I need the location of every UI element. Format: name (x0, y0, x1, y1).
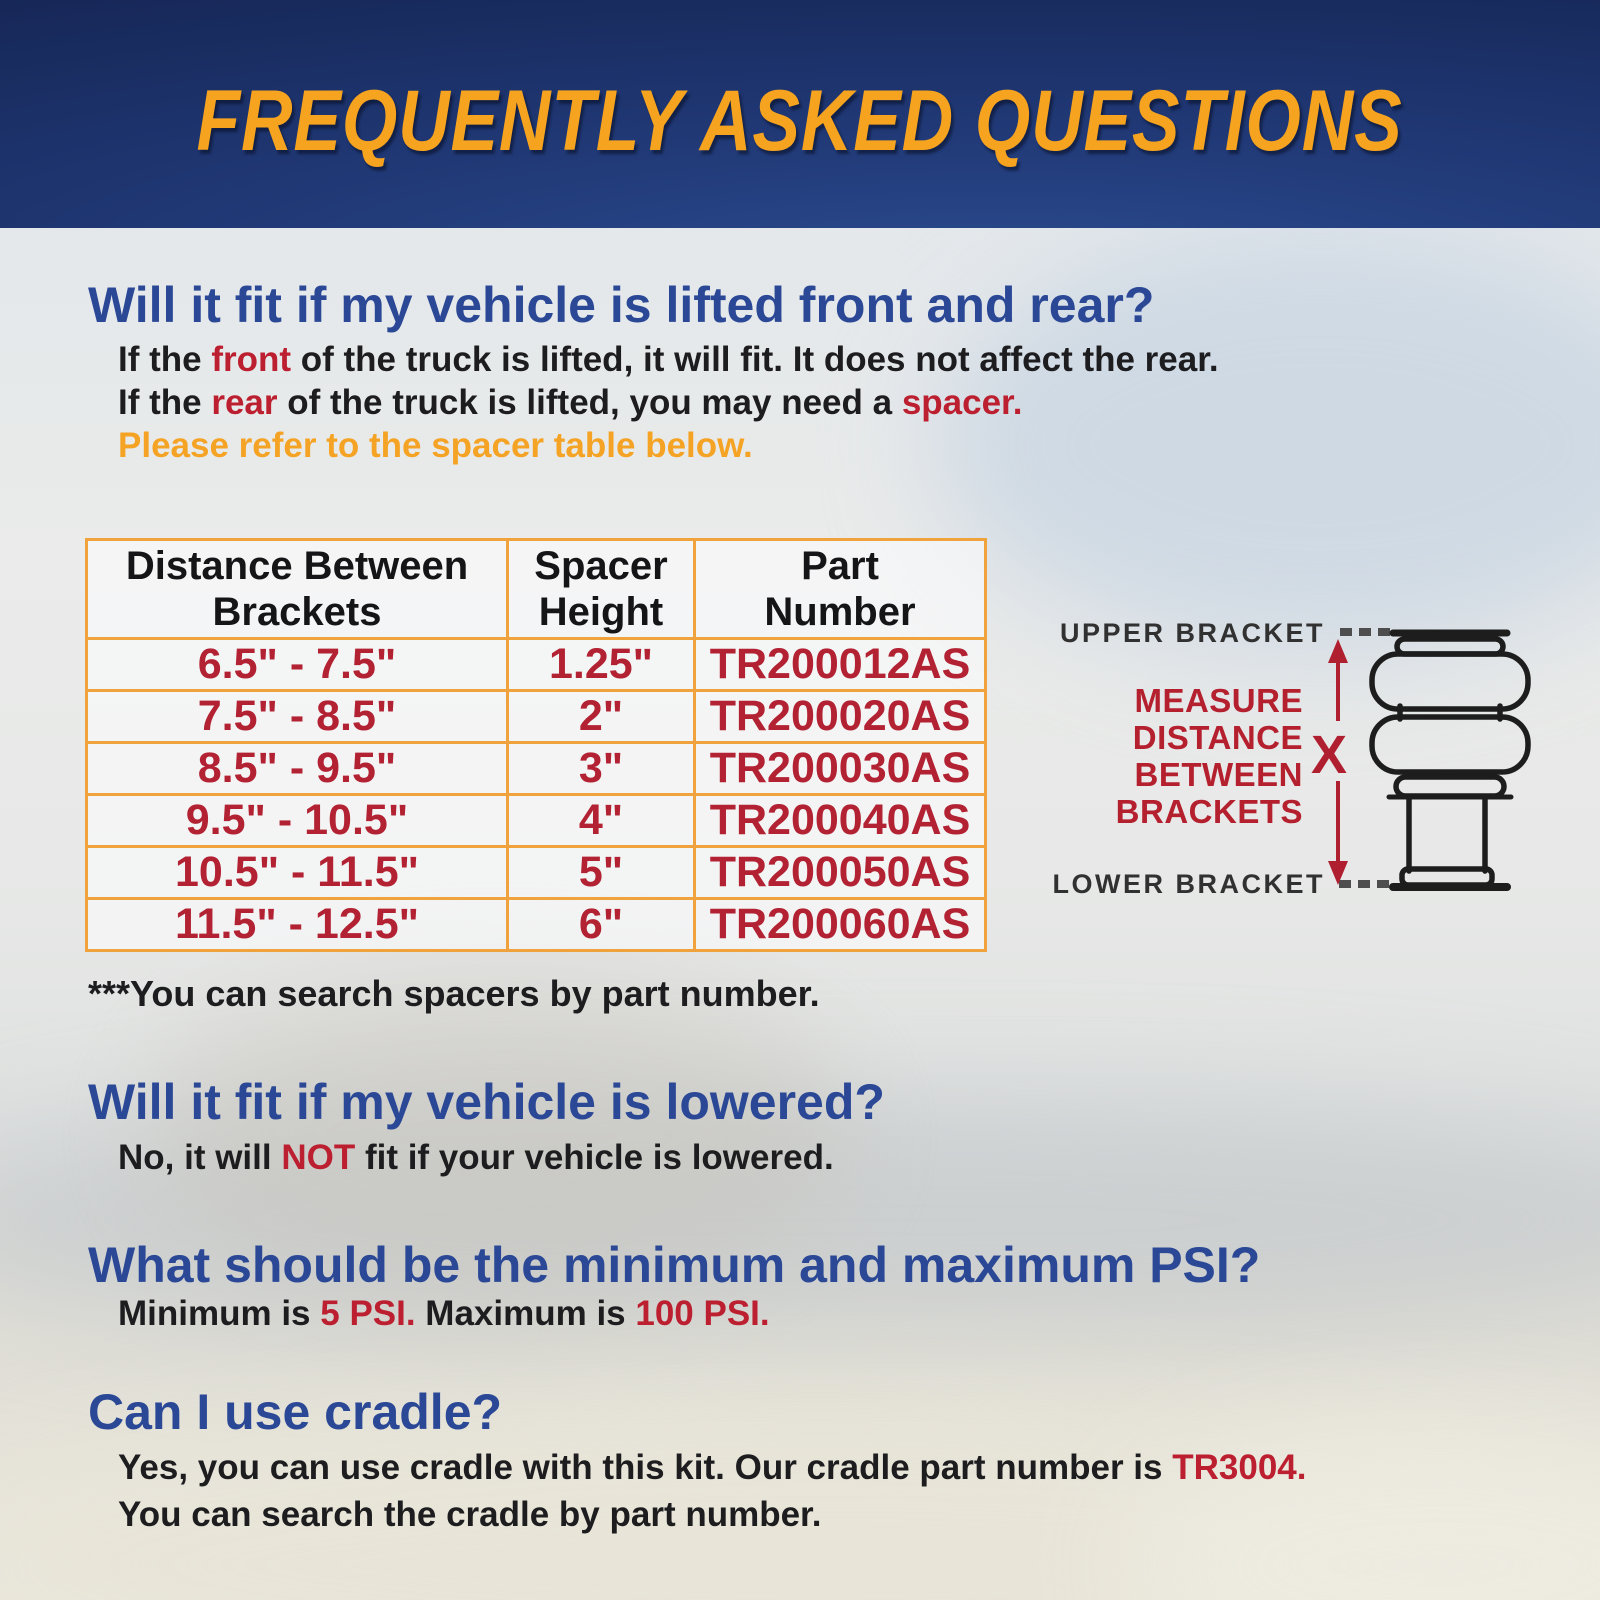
background-blur-sky (930, 230, 1600, 660)
answer-line: If the rear of the truck is lifted, you … (118, 381, 1219, 424)
text-segment: of the truck is lifted, you may need a (277, 383, 902, 422)
table-cell: TR200040AS (693, 793, 987, 848)
column-header-height: Spacer Height (506, 538, 696, 640)
text-segment: No, it will (118, 1138, 282, 1177)
text-segment: of the truck is lifted, it will fit. It … (291, 340, 1219, 379)
table-row: 11.5" - 12.5" 6" TR200060AS (85, 897, 987, 952)
text-segment: 100 PSI. (635, 1294, 770, 1333)
spacer-table: Distance Between Brackets Spacer Height … (85, 538, 987, 952)
header-banner: FREQUENTLY ASKED QUESTIONS (0, 0, 1600, 228)
table-cell: TR200020AS (693, 689, 987, 744)
table-cell: 3" (506, 741, 696, 796)
table-cell: 9.5" - 10.5" (85, 793, 509, 848)
text-segment: Minimum is (118, 1294, 321, 1333)
table-cell: 6.5" - 7.5" (85, 637, 509, 692)
spacer-table-header: Distance Between Brackets Spacer Height … (85, 538, 987, 640)
text-segment: If the (118, 383, 212, 422)
table-cell: TR200030AS (693, 741, 987, 796)
table-cell: 1.25" (506, 637, 696, 692)
table-header-row: Distance Between Brackets Spacer Height … (85, 538, 987, 640)
page-title: FREQUENTLY ASKED QUESTIONS (196, 72, 1404, 169)
table-cell: 11.5" - 12.5" (85, 897, 509, 952)
measure-arrow (1328, 639, 1348, 885)
text-segment: TR3004. (1172, 1448, 1307, 1487)
table-cell: 8.5" - 9.5" (85, 741, 509, 796)
text-segment: rear (211, 383, 278, 422)
text-segment: front (211, 340, 292, 379)
airbag-diagram (1328, 628, 1531, 891)
table-row: 8.5" - 9.5" 3" TR200030AS (85, 741, 987, 796)
question-lowered: Will it fit if my vehicle is lowered? (88, 1074, 885, 1130)
background-blur-truck (150, 980, 850, 1290)
table-cell: TR200012AS (693, 637, 987, 692)
answer-line: No, it will NOT fit if your vehicle is l… (118, 1136, 834, 1179)
question-psi: What should be the minimum and maximum P… (88, 1237, 1261, 1293)
dash-markers (1339, 628, 1390, 888)
answer-cradle: Yes, you can use cradle with this kit. O… (118, 1444, 1306, 1538)
text-segment: Yes, you can use cradle with this kit. O… (118, 1448, 1173, 1487)
table-cell: 4" (506, 793, 696, 848)
answer-line: Yes, you can use cradle with this kit. O… (118, 1444, 1306, 1491)
table-cell: 6" (506, 897, 696, 952)
table-cell: 2" (506, 689, 696, 744)
table-row: 7.5" - 8.5" 2" TR200020AS (85, 689, 987, 744)
table-cell: TR200060AS (693, 897, 987, 952)
text-segment: NOT (281, 1138, 356, 1177)
measure-distance-label: MEASURE DISTANCE BETWEEN BRACKETS (1115, 682, 1303, 830)
column-header-part: Part Number (693, 538, 987, 640)
text-segment: fit if your vehicle is lowered. (355, 1138, 834, 1177)
table-cell: 10.5" - 11.5" (85, 845, 509, 900)
answer-line: You can search the cradle by part number… (118, 1491, 1306, 1538)
answer-line: If the front of the truck is lifted, it … (118, 338, 1219, 381)
question-cradle: Can I use cradle? (88, 1384, 503, 1440)
text-segment: 5 PSI. (320, 1294, 416, 1333)
answer-psi: Minimum is 5 PSI. Maximum is 100 PSI. (118, 1292, 770, 1335)
question-lifted: Will it fit if my vehicle is lifted fron… (88, 277, 1155, 333)
table-note: ***You can search spacers by part number… (88, 973, 820, 1014)
answer-lifted: If the front of the truck is lifted, it … (118, 338, 1219, 467)
table-row: 6.5" - 7.5" 1.25" TR200012AS (85, 637, 987, 692)
answer-line: Minimum is 5 PSI. Maximum is 100 PSI. (118, 1292, 770, 1335)
lower-bracket-label: LOWER BRACKET (1052, 869, 1325, 899)
answer-line: Please refer to the spacer table below. (118, 424, 1219, 467)
background-blur-band (0, 1100, 1600, 1340)
table-cell: 5" (506, 845, 696, 900)
text-segment: You can search the cradle by part number… (118, 1495, 822, 1534)
measure-x-label: X (1311, 725, 1348, 785)
table-row: 9.5" - 10.5" 4" TR200040AS (85, 793, 987, 848)
text-segment: If the (118, 340, 212, 379)
text-segment: Maximum is (415, 1294, 636, 1333)
answer-lowered: No, it will NOT fit if your vehicle is l… (118, 1136, 834, 1179)
table-cell: 7.5" - 8.5" (85, 689, 509, 744)
table-row: 10.5" - 11.5" 5" TR200050AS (85, 845, 987, 900)
text-segment: spacer. (901, 383, 1023, 422)
upper-bracket-label: UPPER BRACKET (1059, 618, 1325, 648)
text-segment: Please refer to the spacer table below. (118, 426, 753, 465)
column-header-distance: Distance Between Brackets (85, 538, 509, 640)
airbag-outline (1369, 629, 1531, 891)
spacer-table-body: 6.5" - 7.5" 1.25" TR200012AS 7.5" - 8.5" 2" T… (85, 637, 987, 952)
table-cell: TR200050AS (693, 845, 987, 900)
